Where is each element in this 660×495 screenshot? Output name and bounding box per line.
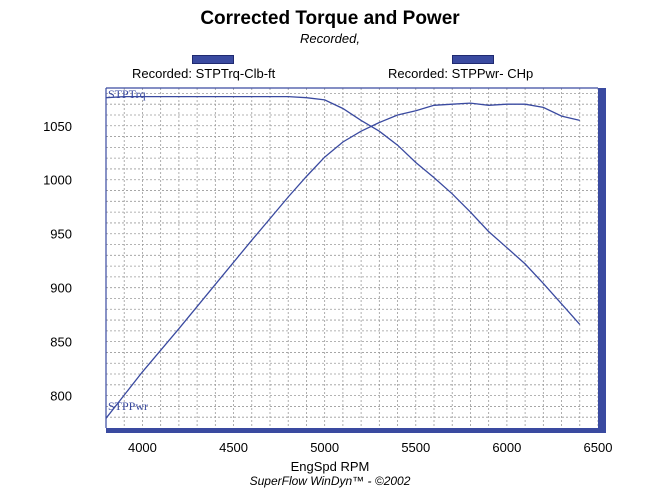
- x-tick-label: 4000: [128, 440, 157, 455]
- chart-title: Corrected Torque and Power: [200, 8, 460, 29]
- plot-area: [106, 88, 598, 428]
- y-tick-label: 950: [50, 227, 72, 242]
- y-tick-label: 1050: [43, 119, 72, 134]
- y-tick-label: 1000: [43, 173, 72, 188]
- legend-label-torque: Recorded: STPTrq-Clb-ft: [132, 66, 276, 81]
- chart-footer: SuperFlow WinDyn™ - ©2002: [249, 474, 411, 488]
- series-label-power: STPPwr: [108, 399, 148, 413]
- legend-swatch-torque: [192, 55, 234, 64]
- series-label-torque: STPTrq: [108, 87, 146, 101]
- plot-frame-bottom: [106, 428, 606, 433]
- y-tick-label: 850: [50, 335, 72, 350]
- plot-frame-right: [598, 88, 606, 432]
- chart-subtitle: Recorded,: [300, 31, 360, 46]
- x-tick-label: 5500: [401, 440, 430, 455]
- x-tick-label: 6000: [492, 440, 521, 455]
- series-line-power: [105, 102, 580, 419]
- legend-label-power: Recorded: STPPwr- CHp: [388, 66, 534, 81]
- x-tick-label: 4500: [219, 440, 248, 455]
- legend-swatch-power: [452, 55, 494, 64]
- series-line-torque: [105, 95, 581, 325]
- x-axis-label: EngSpd RPM: [290, 459, 370, 474]
- y-tick-label: 900: [50, 281, 72, 296]
- y-tick-label: 800: [50, 389, 72, 404]
- x-tick-label: 5000: [310, 440, 339, 455]
- x-tick-label: 6500: [584, 440, 613, 455]
